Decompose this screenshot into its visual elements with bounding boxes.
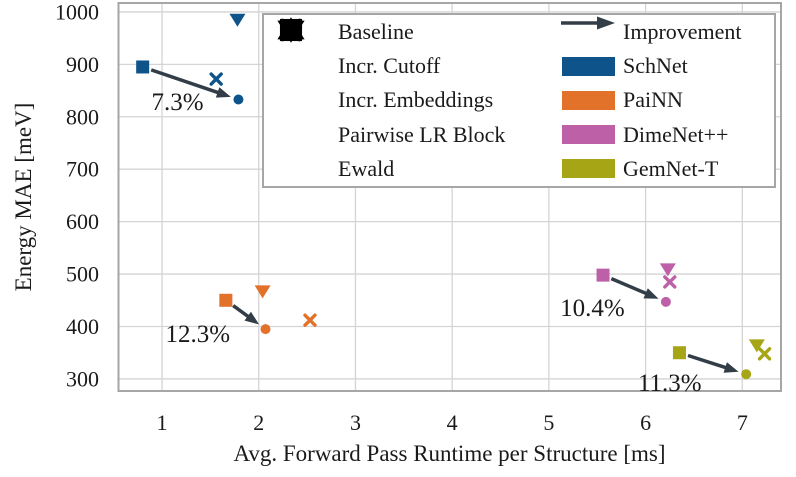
marker-circle: [660, 296, 671, 307]
color-swatch: [561, 56, 615, 76]
legend-row: Incr. Embeddings: [276, 17, 546, 116]
marker-square: [596, 268, 610, 282]
marker-circle: [284, 23, 298, 37]
x-tick-label: 7: [737, 410, 748, 435]
marker-square: [136, 60, 150, 74]
improvement-arrow-shaft: [687, 353, 728, 370]
marker-x: [757, 347, 772, 361]
legend-marker-label: Incr. Cutoff: [338, 53, 441, 79]
y-tick-label: 400: [66, 314, 99, 339]
legend-row: PaiNN: [559, 84, 773, 116]
improvement-percent-label: 10.4%: [560, 295, 625, 322]
legend-row: DimeNet++: [559, 119, 773, 151]
legend-marker-label: Baseline: [338, 19, 414, 45]
improvement-arrow-shaft: [150, 68, 221, 95]
marker-triangle-down: [254, 285, 271, 299]
color-swatch: [561, 159, 615, 179]
legend-marker-label: Incr. Embeddings: [338, 87, 494, 113]
marker-x: [303, 313, 317, 327]
marker-square: [219, 293, 233, 307]
improvement-percent-label: 11.3%: [638, 370, 702, 397]
marker-triangle-down: [659, 263, 676, 277]
marker-x: [663, 275, 677, 289]
legend-model-label: PaiNN: [623, 87, 683, 113]
improvement-arrowhead: [215, 87, 231, 98]
x-tick-label: 4: [447, 410, 458, 435]
legend-color-column: Improvement SchNet PaiNN DimeNet++ GemNet-T: [559, 15, 773, 186]
marker-circle: [260, 324, 271, 335]
x-tick-label: 2: [253, 410, 264, 435]
improvement-arrow-shaft: [610, 277, 649, 296]
x-axis-label: Avg. Forward Pass Runtime per Structure …: [233, 441, 666, 466]
y-axis-label: Energy MAE [meV]: [11, 102, 36, 292]
y-tick-label: 600: [66, 209, 99, 234]
marker-triangle-down: [748, 339, 765, 353]
marker-triangle-down: [229, 13, 246, 27]
improvement-percent-label: 12.3%: [166, 321, 231, 348]
circle-glyph: [284, 23, 298, 37]
marker-x: [209, 72, 223, 86]
plot-border: [117, 2, 782, 392]
marker-circle: [233, 94, 244, 105]
legend-improvement-label: Improvement: [623, 19, 742, 45]
legend-row: Improvement: [559, 16, 773, 48]
legend-box: Baseline Incr. Cutoff Incr. Embeddings Pair…: [262, 13, 776, 188]
legend-model-label: DimeNet++: [623, 121, 729, 147]
legend-row: Incr. Cutoff: [276, 18, 546, 82]
color-swatch-icon: [559, 56, 617, 76]
color-swatch-icon: [559, 159, 617, 179]
x-tick-label: 1: [157, 410, 168, 435]
color-swatch: [561, 125, 615, 145]
x-tick-label: 3: [350, 410, 361, 435]
marker-circle: [741, 369, 752, 380]
improvement-arrow-shaft: [232, 304, 251, 319]
improvement-percent-label: 7.3%: [151, 89, 203, 116]
y-tick-label: 1000: [55, 0, 99, 24]
y-tick-label: 700: [66, 157, 99, 182]
legend-row: Ewald: [276, 23, 546, 185]
marker-square: [672, 346, 686, 360]
legend-model-label: GemNet-T: [623, 155, 719, 181]
y-tick-label: 800: [66, 104, 99, 129]
y-tick-label: 900: [66, 52, 99, 77]
improvement-arrowhead: [643, 288, 659, 299]
color-swatch: [561, 90, 615, 110]
legend-row: SchNet: [559, 50, 773, 82]
legend-arrowhead: [597, 16, 615, 30]
legend-row: Pairwise LR Block: [276, 20, 546, 151]
color-swatch-icon: [559, 125, 617, 145]
x-tick-label: 6: [640, 410, 651, 435]
y-tick-label: 300: [66, 366, 99, 391]
y-tick-label: 500: [66, 262, 99, 287]
legend-row: GemNet-T: [559, 153, 773, 185]
legend-model-label: SchNet: [623, 53, 688, 79]
improvement-arrowhead: [244, 311, 260, 325]
color-swatch-icon: [559, 90, 617, 110]
legend-marker-column: Baseline Incr. Cutoff Incr. Embeddings Pair…: [276, 15, 546, 186]
improvement-arrowhead: [723, 362, 739, 373]
legend-marker-label: Ewald: [338, 155, 395, 181]
legend-row: Baseline: [276, 16, 546, 48]
legend-marker-label: Pairwise LR Block: [338, 121, 506, 147]
x-tick-label: 5: [543, 410, 554, 435]
